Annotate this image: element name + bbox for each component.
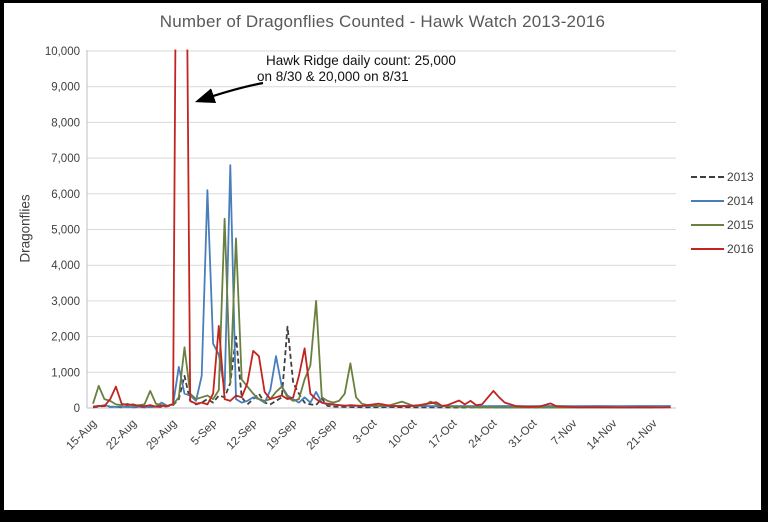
y-tick-label: 6,000 [51, 189, 80, 201]
legend-label: 2016 [727, 242, 754, 256]
y-tick-label: 10,000 [45, 46, 80, 58]
data-series [92, 49, 671, 409]
x-tick-label: 5-Sep [189, 418, 219, 448]
y-tick-label: 5,000 [51, 225, 80, 237]
x-tick-label: 22-Aug [104, 418, 139, 453]
legend-line-sample-2015 [691, 224, 724, 226]
legend-label: 2015 [727, 218, 754, 232]
legend-item-2014: 2014 [691, 189, 761, 213]
y-tick-label: 9,000 [51, 82, 80, 94]
legend-label: 2013 [727, 170, 754, 184]
annotation-line1: Hawk Ridge daily count: 25,000 [266, 53, 456, 68]
series-line-2014 [92, 164, 671, 408]
x-tick-label: 10-Oct [387, 417, 420, 450]
x-tick-label: 31-Oct [507, 417, 540, 450]
annotation-callout: Hawk Ridge daily count: 25,000 on 8/30 &… [257, 53, 456, 86]
x-tick-label: 19-Sep [265, 418, 300, 453]
legend-item-2013: 2013 [691, 165, 761, 189]
legend-item-2015: 2015 [691, 213, 761, 237]
legend: 2013 2014 2015 2016 [691, 165, 761, 261]
legend-item-2016: 2016 [691, 237, 761, 261]
annotation-line2: on 8/30 & 20,000 on 8/31 [257, 69, 409, 85]
x-tick-label: 24-Oct [467, 417, 500, 450]
x-tick-label: 12-Sep [225, 418, 260, 453]
legend-line-sample-2014 [691, 200, 724, 202]
series-line-2016 [92, 49, 671, 409]
x-tick-label: 21-Nov [625, 417, 660, 452]
y-tick-label: 0 [74, 403, 80, 415]
x-tick-label: 7-Nov [549, 417, 579, 447]
legend-line-sample-2016 [691, 248, 724, 250]
y-tick-label: 2,000 [51, 332, 80, 344]
plot-area: 0 1,000 2,000 3,000 4,000 5,000 6,000 7,000 8,00… [45, 46, 676, 452]
axis-labels: 0 1,000 2,000 3,000 4,000 5,000 6,000 7,000 8,00… [45, 46, 660, 452]
y-tick-label: 8,000 [51, 117, 80, 129]
y-tick-label: 3,000 [51, 296, 80, 308]
series-line-2013 [92, 325, 648, 409]
x-tick-label: 14-Nov [585, 417, 620, 452]
x-tick-label: 15-Aug [64, 418, 99, 453]
legend-label: 2014 [727, 194, 754, 208]
x-tick-label: 26-Sep [305, 418, 340, 453]
chart-title: Number of Dragonflies Counted - Hawk Wat… [159, 12, 606, 31]
y-tick-label: 4,000 [51, 260, 80, 272]
y-tick-label: 7,000 [51, 153, 80, 165]
legend-line-sample-2013 [691, 176, 724, 178]
x-tick-label: 3-Oct [351, 417, 380, 446]
x-tick-label: 29-Aug [145, 418, 180, 453]
chart-canvas: Number of Dragonflies Counted - Hawk Wat… [4, 3, 761, 510]
annotation-arrow [194, 81, 264, 103]
x-tick-label: 17-Oct [427, 417, 460, 450]
y-tick-label: 1,000 [51, 367, 80, 379]
